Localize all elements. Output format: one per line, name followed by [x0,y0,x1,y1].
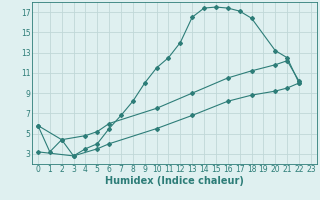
X-axis label: Humidex (Indice chaleur): Humidex (Indice chaleur) [105,176,244,186]
